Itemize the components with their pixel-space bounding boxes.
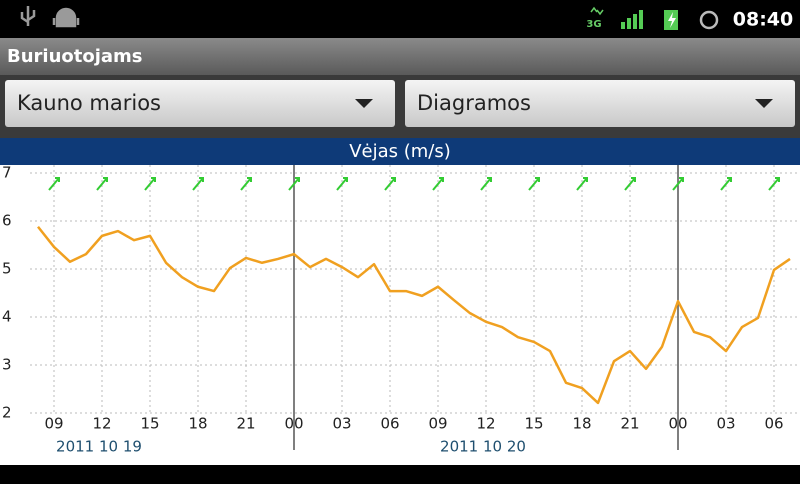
wind-arrow [288, 177, 300, 191]
x-tick-label: 12 [476, 415, 495, 433]
data-arrows [590, 6, 604, 16]
status-bar [0, 0, 800, 38]
wind-arrow [384, 177, 396, 191]
wind-arrow [672, 177, 684, 191]
x-tick-label: 12 [92, 415, 111, 433]
x-tick-label: 00 [284, 415, 303, 433]
dropdown-arrow [355, 99, 373, 108]
location-spinner[interactable] [5, 80, 395, 127]
view-spinner[interactable] [405, 80, 795, 127]
spinner-text: Kauno marios [17, 91, 161, 115]
wind-arrow [96, 177, 108, 191]
wind-arrow [192, 177, 204, 191]
date-label: 2011 10 20 [440, 438, 526, 456]
x-tick-label: 06 [764, 415, 783, 433]
charging-bolt [668, 12, 676, 28]
spinner-text: Diagramos [417, 91, 531, 115]
date-label: 2011 10 19 [56, 438, 142, 456]
wind-arrow [624, 177, 636, 191]
y-tick-label: 5 [2, 260, 12, 278]
wind-arrow [720, 177, 732, 191]
x-tick-label: 18 [572, 415, 591, 433]
x-tick-label: 00 [668, 415, 687, 433]
app-bar [0, 38, 800, 75]
plot: 2 3 4 5 6 7 09 12 15 18 21 00 03 06 09 12 15 18 21 00 03 06 [2, 164, 800, 450]
wind-arrow [240, 177, 252, 191]
clock: 08:40 [733, 9, 793, 31]
wind-arrow [480, 177, 492, 191]
wind-arrow [144, 177, 156, 191]
x-tick-label: 21 [620, 415, 639, 433]
usb-icon [20, 6, 36, 26]
x-tick-label: 03 [332, 415, 351, 433]
x-tick-label: 09 [428, 415, 447, 433]
y-tick-label: 3 [2, 356, 12, 374]
wind-arrow [768, 177, 780, 191]
y-tick-label: 6 [2, 212, 12, 230]
chart-title: Vėjas (m/s) [349, 141, 451, 162]
alarm-icon [699, 10, 719, 30]
wind-arrow [432, 177, 444, 191]
signal-icon [621, 10, 643, 29]
y-tick-label: 2 [2, 404, 12, 422]
x-tick-label: 15 [140, 415, 159, 433]
y-tick-label: 4 [2, 308, 12, 326]
android-icon [52, 7, 80, 28]
wind-arrow [528, 177, 540, 191]
wind-arrow [576, 177, 588, 191]
x-tick-label: 21 [236, 415, 255, 433]
y-tick-label: 7 [2, 164, 12, 182]
dropdown-arrow [755, 99, 773, 108]
wind-line [37, 225, 791, 405]
x-tick-label: 03 [716, 415, 735, 433]
chart-area [0, 165, 800, 465]
x-tick-label: 18 [188, 415, 207, 433]
app-title: Buriuotojams [7, 46, 143, 67]
x-tick-label: 15 [524, 415, 543, 433]
wind-arrow [336, 177, 348, 191]
x-tick-label: 06 [380, 415, 399, 433]
chart-title-bar [0, 138, 800, 165]
wind-arrow [48, 177, 60, 191]
x-tick-label: 09 [44, 415, 63, 433]
network-type: 3G [586, 19, 601, 30]
